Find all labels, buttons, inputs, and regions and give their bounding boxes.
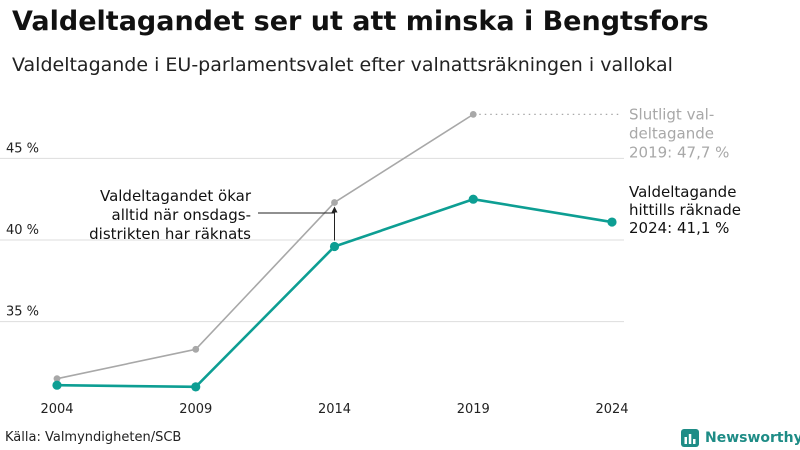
y-tick-label: 45 % [6, 141, 39, 156]
annotation-arrow-icon [331, 206, 338, 213]
annotation-final-line: deltagande [629, 124, 714, 142]
x-tick-label: 2024 [595, 402, 628, 417]
data-point-current [468, 194, 478, 204]
data-point-current [607, 217, 617, 227]
annotation-final-line: 2019: 47,7 % [629, 143, 729, 161]
data-point-final [192, 345, 200, 353]
annotation-note-line: Valdeltagandet ökar [100, 187, 252, 205]
x-tick-label: 2009 [179, 402, 212, 417]
series-line-final [56, 113, 474, 380]
x-tick-label: 2004 [40, 402, 73, 417]
chart-title: Valdeltagandet ser ut att minska i Bengt… [12, 6, 709, 37]
x-tick-label: 2014 [318, 402, 351, 417]
data-point-current [191, 382, 201, 392]
annotation-note-line: alltid när onsdags- [112, 206, 251, 224]
chart-subtitle: Valdeltagande i EU-parlamentsvalet efter… [12, 54, 673, 76]
data-point-current [329, 241, 340, 252]
x-tick-label: 2019 [457, 402, 490, 417]
source-note: Källa: Valmyndigheten/SCB [5, 430, 182, 445]
data-point-final [331, 199, 338, 206]
y-tick-label: 40 % [6, 223, 39, 238]
brand-logo: Newsworthy [680, 428, 800, 448]
annotation-current-line: hittills räknade [629, 201, 741, 219]
newsworthy-logo-icon [681, 429, 699, 447]
data-point-final [469, 110, 477, 118]
y-tick-label: 35 % [6, 305, 39, 320]
annotation-note-line: distrikten har räknats [89, 225, 251, 243]
data-point-final [53, 375, 61, 383]
data-point-current [52, 380, 62, 390]
annotation-current-line: 2024: 41,1 % [629, 219, 729, 237]
annotation-current-line: Valdeltagande [629, 183, 736, 201]
annotation-final-line: Slutligt val- [629, 105, 714, 123]
brand-name: Newsworthy [705, 430, 800, 446]
